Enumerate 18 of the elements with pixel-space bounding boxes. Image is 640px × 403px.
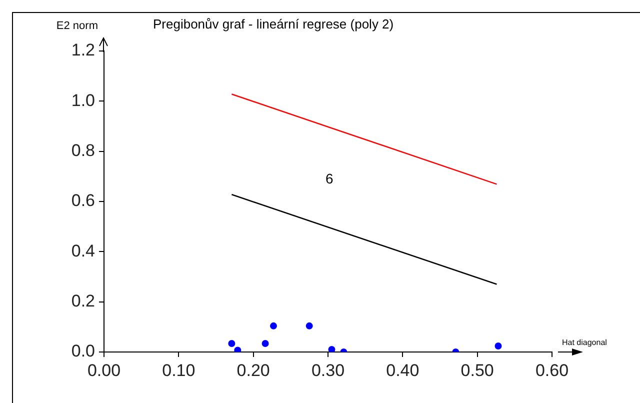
y-tick-label: 1.2 bbox=[71, 40, 95, 60]
x-tick-label: 0.60 bbox=[535, 360, 569, 380]
x-tick-label: 0.10 bbox=[162, 360, 196, 380]
y-tick-label: 1.0 bbox=[71, 90, 95, 110]
y-tick-label: 0.8 bbox=[71, 141, 95, 160]
annotation: 6 bbox=[325, 170, 334, 187]
y-tick-label: 0.2 bbox=[71, 292, 95, 311]
y-tick-label: 0.0 bbox=[71, 342, 95, 361]
x-tick-label: 0.20 bbox=[236, 360, 270, 380]
x-tick-label: 0.30 bbox=[311, 360, 345, 380]
x-tick-label: 0.40 bbox=[386, 360, 420, 380]
chart-title: Pregibonův graf - lineární regrese (poly 2) bbox=[153, 16, 394, 32]
x-axis-title: Hat diagonal bbox=[562, 338, 608, 348]
x-tick-label: 0.50 bbox=[460, 360, 494, 380]
y-tick-label: 0.6 bbox=[71, 191, 95, 210]
y-axis-title: E2 norm bbox=[56, 20, 98, 32]
x-tick-label: 0.00 bbox=[87, 360, 121, 380]
y-tick-label: 0.4 bbox=[71, 241, 95, 260]
